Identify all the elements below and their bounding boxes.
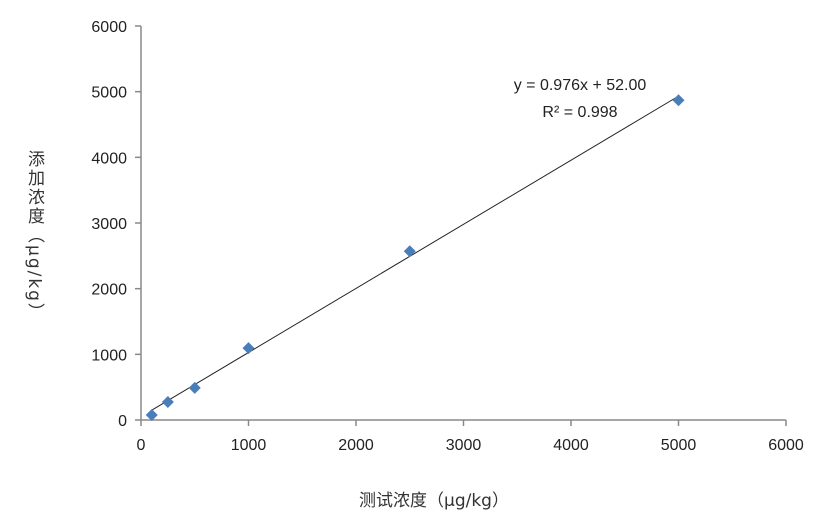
y-tick-label: 5000 — [91, 85, 127, 102]
x-tick-label: 0 — [137, 437, 146, 454]
y-tick-label: 3000 — [91, 216, 127, 233]
y-tick-label: 4000 — [91, 150, 127, 167]
data-point — [403, 245, 416, 258]
x-tick-label: 5000 — [661, 437, 697, 454]
x-tick-label: 2000 — [338, 437, 374, 454]
y-tick-label: 2000 — [91, 282, 127, 299]
trendline-equation: y = 0.976x + 52.00 — [514, 77, 647, 94]
trendline-group — [151, 95, 679, 411]
axes: 0 1000 2000 3000 4000 5000 6000 0 1000 2000 3000 40… — [91, 19, 803, 454]
r-squared-label: R² = 0.998 — [542, 104, 617, 121]
x-tick-label: 6000 — [768, 437, 804, 454]
trendline — [151, 95, 679, 411]
y-tick-label: 6000 — [91, 19, 127, 36]
data-point — [242, 342, 255, 355]
data-point — [145, 409, 158, 422]
y-axis-label: 添加浓度（μg/kg） — [24, 150, 44, 322]
x-tick-label: 3000 — [446, 437, 482, 454]
x-tick-label: 4000 — [553, 437, 589, 454]
data-point — [672, 94, 685, 107]
data-points — [145, 94, 685, 422]
data-point — [188, 381, 201, 394]
data-point — [161, 395, 174, 408]
x-axis-label: 测试浓度（μg/kg） — [359, 491, 509, 511]
x-tick-label: 1000 — [231, 437, 267, 454]
y-tick-label: 0 — [118, 413, 127, 430]
y-tick-label: 1000 — [91, 347, 127, 364]
